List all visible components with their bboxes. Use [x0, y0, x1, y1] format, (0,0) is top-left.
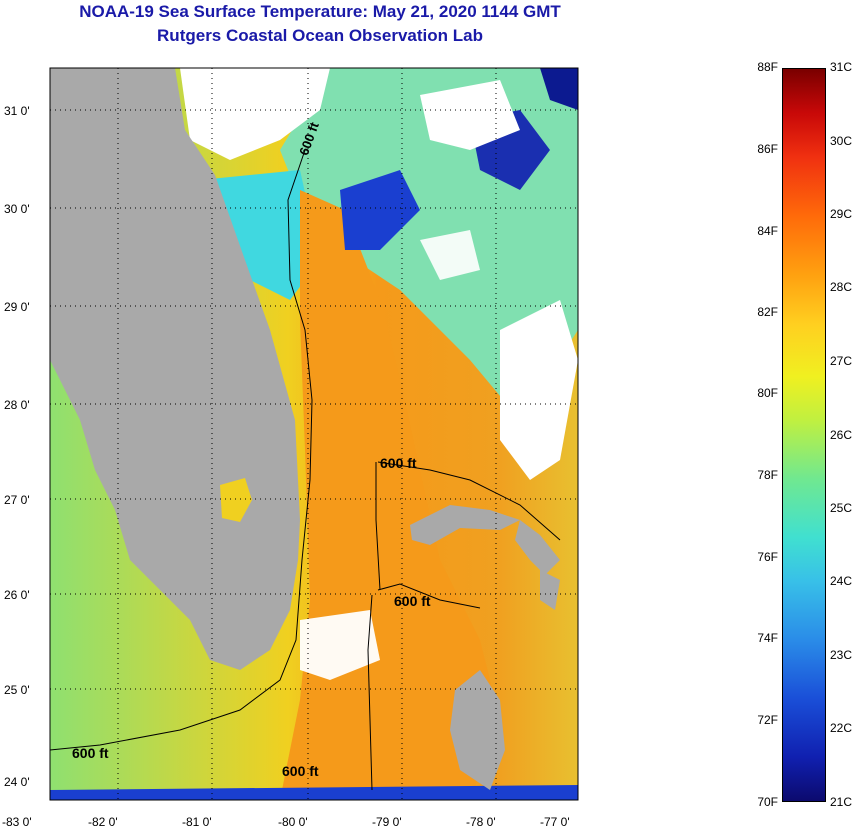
colorbar-c-label: 21C — [830, 795, 853, 809]
contour-label-south: 600 ft — [282, 763, 319, 779]
colorbar-f-label: 88F — [757, 60, 778, 74]
cold-eddy-1 — [340, 170, 420, 250]
lat-label: 31 0' — [4, 104, 30, 118]
map-subtitle: Rutgers Coastal Ocean Observation Lab — [157, 26, 483, 45]
colorbar-c-label: 26C — [830, 428, 853, 442]
bahamas-grand — [410, 505, 520, 545]
map-frame — [49, 67, 579, 801]
colorbar-c-label: 29C — [830, 207, 853, 221]
colorbar-f-label: 84F — [757, 224, 778, 238]
colorbar-f-label: 74F — [757, 631, 778, 645]
colorbar-c-label: 27C — [830, 354, 853, 368]
isobath-600ft-florida — [50, 149, 313, 751]
graticule — [50, 68, 578, 800]
contour-label-bahamas: 600 ft — [380, 455, 417, 471]
bahamas-east — [540, 570, 560, 610]
contour-label-mid: 600 ft — [394, 593, 431, 609]
lat-label: 27 0' — [4, 493, 30, 507]
colorbar-f-label: 78F — [757, 468, 778, 482]
map-title: NOAA-19 Sea Surface Temperature: May 21,… — [79, 2, 561, 21]
colorbar-f-label: 86F — [757, 142, 778, 156]
contour-label-west: 600 ft — [72, 745, 109, 761]
colorbar-c-label: 30C — [830, 134, 853, 148]
cold-band-south — [50, 785, 578, 800]
lat-label: 25 0' — [4, 683, 30, 697]
colorbar-c-label: 23C — [830, 648, 853, 662]
temperature-colorbar — [782, 68, 826, 802]
lake-okeechobee — [220, 478, 252, 522]
colorbar-f-label: 76F — [757, 550, 778, 564]
lat-label: 28 0' — [4, 398, 30, 412]
lat-label: 29 0' — [4, 300, 30, 314]
lon-label: -77 0' — [540, 815, 570, 829]
colorbar-c-label: 25C — [830, 501, 853, 515]
isobath-600ft-south — [367, 583, 481, 791]
lon-label: -79 0' — [372, 815, 402, 829]
bahamas-abaco — [515, 520, 560, 575]
cloud-2 — [420, 80, 520, 150]
lat-label: 30 0' — [4, 202, 30, 216]
colorbar-c-label: 31C — [830, 60, 853, 74]
cloud-4 — [300, 610, 380, 680]
isobath-600ft-left — [375, 462, 381, 591]
lon-label: -83 0' — [2, 815, 32, 829]
lat-label: 24 0' — [4, 775, 30, 789]
colorbar-f-label: 80F — [757, 386, 778, 400]
colorbar-c-label: 22C — [830, 721, 853, 735]
cloud-1 — [180, 68, 330, 160]
colorbar-f-label: 72F — [757, 713, 778, 727]
bahamas-andros — [450, 670, 505, 790]
colorbar-f-label: 82F — [757, 305, 778, 319]
lon-label: -80 0' — [278, 815, 308, 829]
colorbar-c-label: 28C — [830, 280, 853, 294]
colorbar-f-label: 70F — [757, 795, 778, 809]
cloud-5 — [420, 230, 480, 280]
lat-label: 26 0' — [4, 588, 30, 602]
isobath-600ft-bahamas — [377, 461, 561, 541]
lon-label: -81 0' — [182, 815, 212, 829]
lon-label: -78 0' — [466, 815, 496, 829]
colorbar-c-label: 24C — [830, 574, 853, 588]
cloud-3 — [500, 300, 578, 480]
cold-eddy-3 — [540, 68, 578, 110]
lon-label: -82 0' — [88, 815, 118, 829]
